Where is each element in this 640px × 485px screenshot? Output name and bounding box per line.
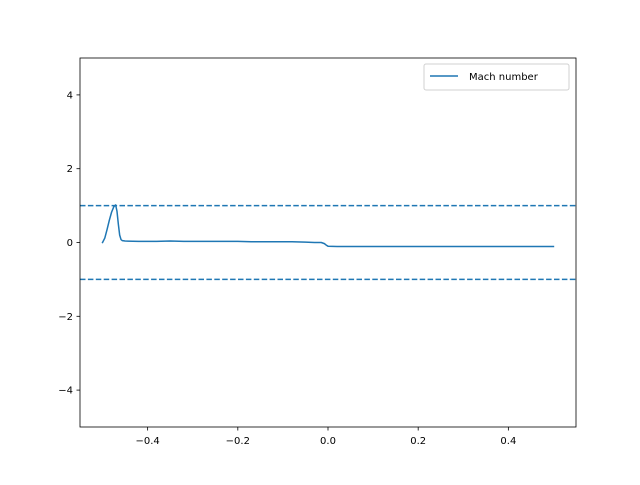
axes-layer: −0.4 −0.2 0.0 0.2 0.4 4 2 0 −2 −4	[58, 57, 577, 447]
x-tick-label: −0.2	[226, 436, 250, 447]
legend-box	[423, 63, 570, 91]
x-tick-label: 0.4	[500, 436, 516, 447]
x-tick-label: 0.2	[410, 436, 426, 447]
y-tick-label: −4	[58, 386, 73, 397]
plot-area	[80, 204, 576, 281]
legend: Mach number	[423, 63, 570, 91]
series-line-mach-number	[101, 204, 555, 248]
x-tick-label: −0.4	[135, 436, 159, 447]
x-tick-label: 0.0	[320, 436, 336, 447]
y-tick-label: 2	[67, 164, 73, 175]
y-tick-label: −2	[58, 312, 73, 323]
legend-label: Mach number	[469, 72, 539, 83]
y-tick-label: 4	[67, 90, 73, 101]
y-tick-label: 0	[67, 238, 73, 249]
